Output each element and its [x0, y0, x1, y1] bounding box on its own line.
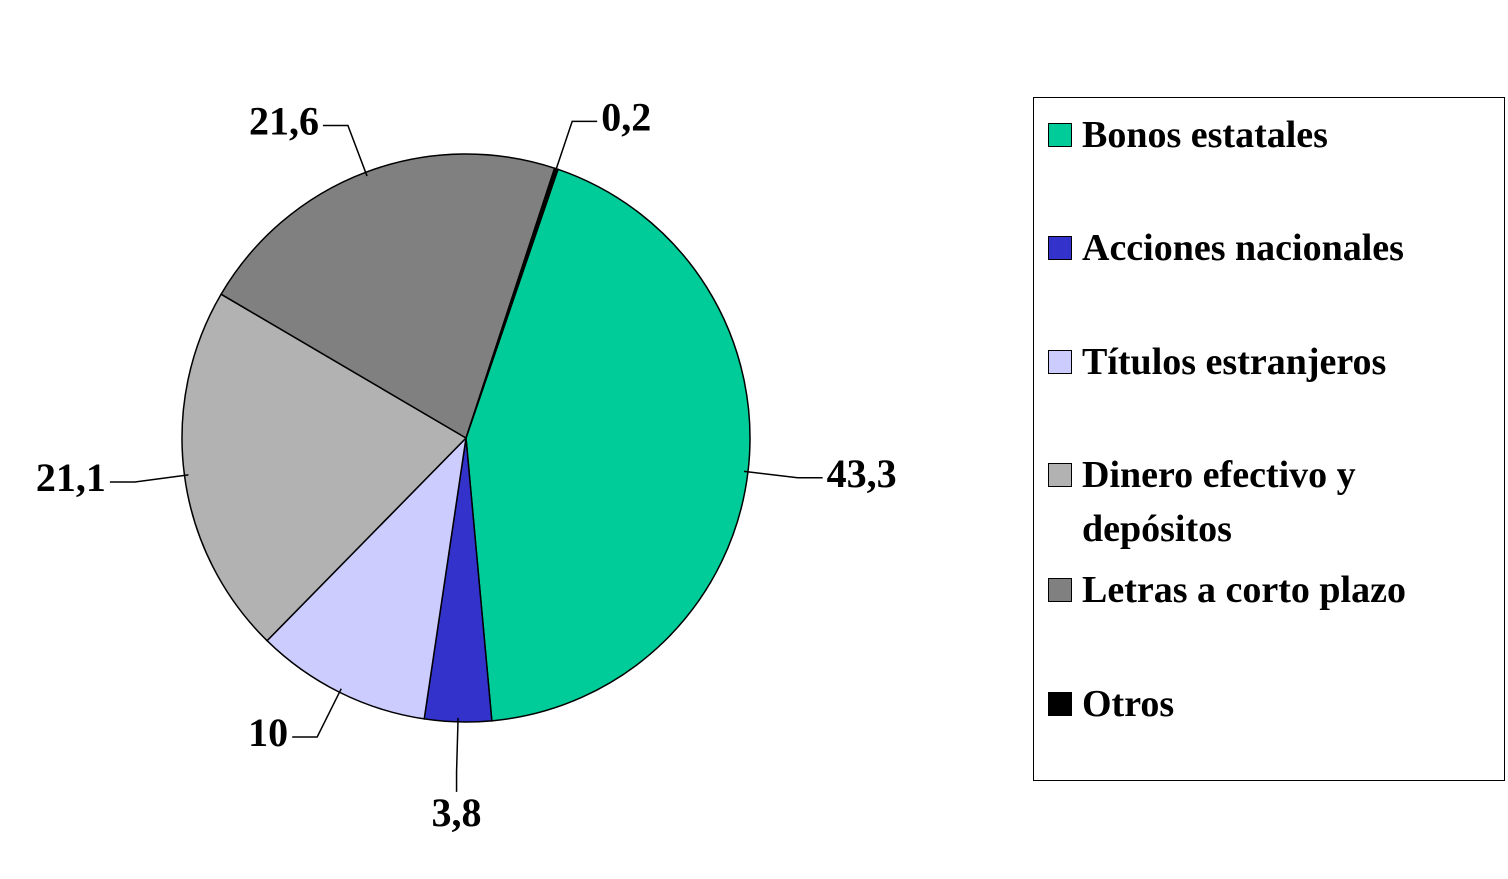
legend-swatch	[1048, 350, 1072, 374]
legend-swatch	[1048, 236, 1072, 260]
leader-line	[292, 688, 342, 738]
data-label: 43,3	[827, 451, 897, 496]
data-label: 10	[248, 710, 288, 755]
leader-line	[743, 470, 823, 479]
legend-swatch	[1048, 463, 1072, 487]
legend-item: Letras a corto plazo	[1048, 563, 1498, 617]
data-label: 21,1	[36, 455, 106, 500]
data-label: 0,2	[601, 95, 651, 140]
legend-label: Letras a corto plazo	[1082, 569, 1406, 611]
legend-label: Títulos estranjeros	[1082, 341, 1387, 383]
legend-item: Otros	[1048, 677, 1498, 731]
legend-item: Bonos estatales	[1048, 108, 1498, 162]
leader-line	[554, 120, 598, 173]
chart: 43,3 3,8 10 21,1 21,6 0,2	[36, 95, 897, 836]
legend-swatch	[1048, 692, 1072, 716]
legend-label: Acciones nacionales	[1082, 227, 1404, 269]
legend-item: Dinero efectivo y depósitos	[1048, 448, 1498, 556]
leader-line	[322, 124, 368, 177]
leader-line	[109, 474, 189, 483]
legend-label: Bonos estatales	[1082, 114, 1328, 156]
leader-line	[455, 717, 459, 792]
legend-item: Títulos estranjeros	[1048, 335, 1498, 389]
legend-label: Dinero efectivo y depósitos	[1082, 454, 1356, 550]
legend-label: Otros	[1082, 683, 1175, 725]
legend: Bonos estatales Acciones nacionales Título…	[1033, 97, 1505, 781]
legend-swatch	[1048, 578, 1072, 602]
data-label: 3,8	[432, 790, 482, 835]
legend-item: Acciones nacionales	[1048, 221, 1498, 275]
legend-swatch	[1048, 123, 1072, 147]
data-label: 21,6	[249, 99, 319, 144]
